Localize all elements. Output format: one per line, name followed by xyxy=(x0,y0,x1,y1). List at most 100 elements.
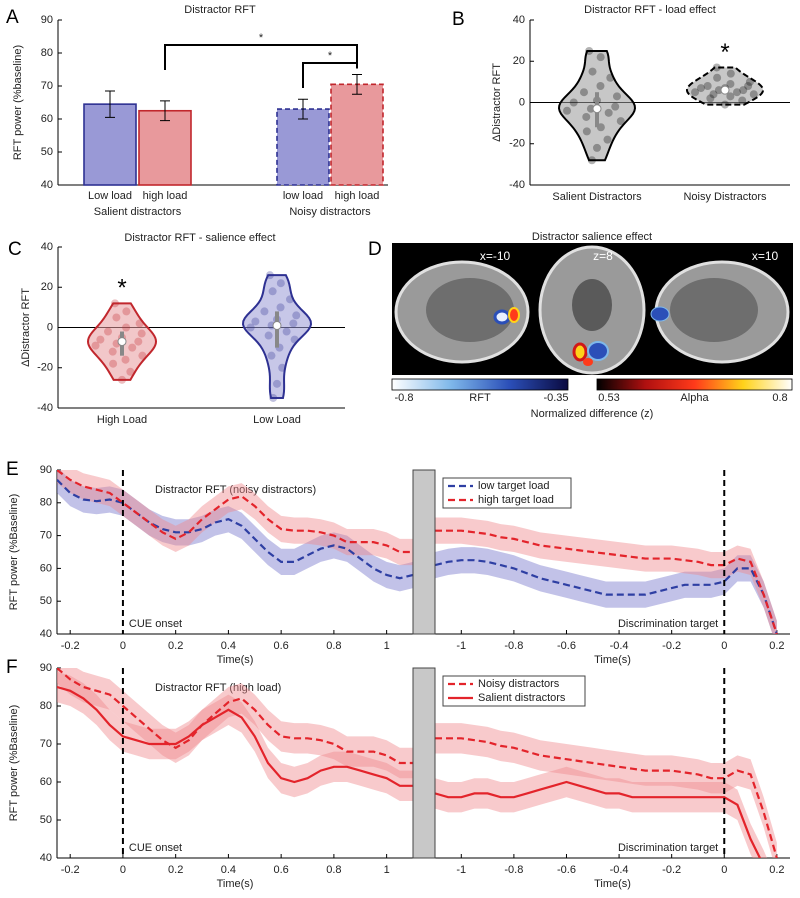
significance-label: * xyxy=(328,50,333,62)
data-point xyxy=(563,106,572,115)
x-tick-label: 0.2 xyxy=(769,640,784,652)
data-point xyxy=(108,347,117,356)
data-point xyxy=(138,351,147,360)
x-tick-label: High Load xyxy=(97,414,147,426)
y-tick-label: -20 xyxy=(509,138,525,150)
x-tick-label: high load xyxy=(335,190,380,202)
data-point xyxy=(721,100,729,109)
data-point xyxy=(267,351,276,360)
x-tick-label: -0.8 xyxy=(504,640,523,652)
bar xyxy=(276,108,330,186)
x-axis-label: Time(s) xyxy=(217,654,254,666)
x-tick-label: 0.4 xyxy=(221,640,236,652)
group-label: Salient distractors xyxy=(94,206,182,218)
data-point xyxy=(706,94,715,103)
legend-label: high target load xyxy=(478,494,554,506)
x-tick-label: -0.4 xyxy=(610,864,629,876)
brain-inner xyxy=(426,278,514,342)
error-bar xyxy=(298,98,308,120)
y-tick-label: 40 xyxy=(513,14,525,26)
error-bar xyxy=(160,100,170,122)
x-tick-label: 0 xyxy=(721,864,727,876)
chart-title: Distractor RFT (high load) xyxy=(155,682,281,694)
panel-letter: B xyxy=(452,9,465,30)
data-point xyxy=(273,379,281,388)
y-tick-label: 80 xyxy=(40,497,52,509)
data-point xyxy=(709,90,718,99)
x-tick-label: 0.6 xyxy=(273,864,288,876)
activation-blob xyxy=(493,309,511,325)
bar xyxy=(330,83,384,186)
data-point xyxy=(135,319,144,328)
x-tick-label: Noisy Distractors xyxy=(683,191,767,203)
data-point xyxy=(582,127,591,136)
y-tick-label: 70 xyxy=(40,738,52,750)
data-point xyxy=(122,307,131,316)
x-tick-label: Low load xyxy=(88,190,132,202)
significance-bracket xyxy=(164,44,358,70)
data-point xyxy=(251,317,260,326)
activation-blob xyxy=(583,358,593,366)
x-tick-label: 0 xyxy=(721,640,727,652)
brain-inner xyxy=(572,279,612,331)
x-tick-label: Low Load xyxy=(253,414,301,426)
data-point xyxy=(128,343,137,352)
x-tick-label: 0.2 xyxy=(168,864,183,876)
data-point xyxy=(96,335,105,344)
error-band xyxy=(435,766,767,858)
x-tick-label: 0.8 xyxy=(326,864,341,876)
data-point xyxy=(264,331,273,340)
annotation: CUE onset xyxy=(129,618,182,630)
error-band xyxy=(57,470,413,592)
y-axis-label: RFT power (%Baseline) xyxy=(8,705,20,822)
axis-break xyxy=(412,667,436,859)
x-tick-label: Salient Distractors xyxy=(552,191,642,203)
x-tick-label: high load xyxy=(143,190,188,202)
data-point xyxy=(606,73,615,82)
y-tick-label: 40 xyxy=(40,628,52,640)
colorbar-title: Normalized difference (z) xyxy=(531,408,654,420)
y-tick-label: 70 xyxy=(41,80,53,92)
legend-label: Noisy distractors xyxy=(478,678,560,690)
data-point xyxy=(569,98,578,107)
data-point xyxy=(290,335,299,344)
chart-title: Distractor RFT - salience effect xyxy=(124,232,275,244)
x-tick-label: 0 xyxy=(120,864,126,876)
line xyxy=(435,529,778,634)
data-point xyxy=(134,337,143,346)
x-tick-label: -0.4 xyxy=(610,640,629,652)
data-point xyxy=(278,363,287,372)
line xyxy=(435,737,778,858)
y-tick-label: 90 xyxy=(41,14,53,26)
chart-title: Distractor RFT xyxy=(184,4,256,16)
line xyxy=(435,559,778,634)
y-tick-label: -40 xyxy=(37,402,53,414)
error-bar xyxy=(105,90,115,118)
line xyxy=(57,668,413,765)
data-point xyxy=(603,135,612,144)
colorbar xyxy=(596,378,793,391)
y-tick-label: 40 xyxy=(40,852,52,864)
error-band xyxy=(57,668,413,779)
data-point xyxy=(588,67,597,76)
data-point xyxy=(749,90,758,99)
panel-letter: A xyxy=(6,7,19,28)
x-tick-label: -1 xyxy=(456,640,466,652)
x-axis-label: Time(s) xyxy=(217,878,254,890)
panel-letter: D xyxy=(368,239,382,260)
data-point xyxy=(582,112,591,121)
y-tick-label: 90 xyxy=(40,662,52,674)
colorbar-max: 0.8 xyxy=(772,392,787,404)
view-label: x=10 xyxy=(752,249,779,263)
legend-label: Salient distractors xyxy=(478,692,566,704)
legend-box xyxy=(442,477,572,509)
colorbar-label: RFT xyxy=(469,392,491,404)
significance-label: * xyxy=(259,32,264,44)
median-dot xyxy=(272,320,282,330)
axis-break xyxy=(412,469,436,635)
panel-letter: E xyxy=(6,459,19,480)
y-tick-label: -20 xyxy=(37,362,53,374)
y-tick-label: 50 xyxy=(41,146,53,158)
activation-blob xyxy=(587,341,609,361)
